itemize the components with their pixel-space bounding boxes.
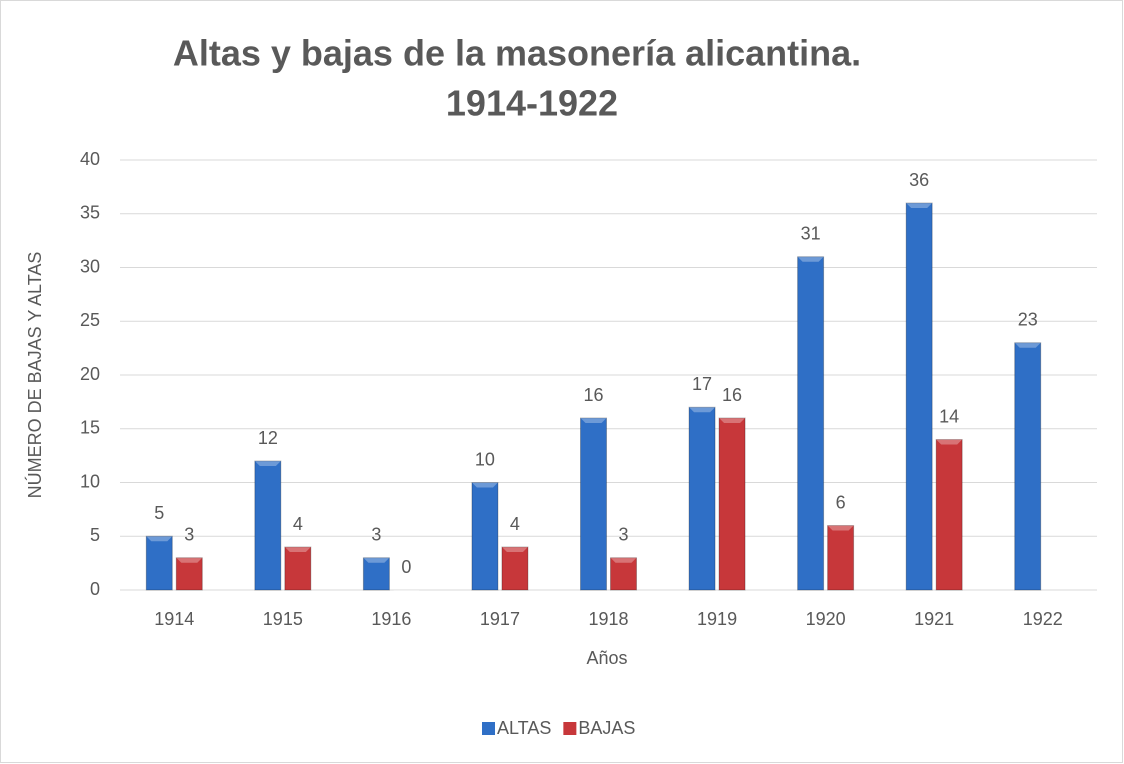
- legend-label: ALTAS: [497, 718, 551, 738]
- x-tick-label: 1922: [1023, 609, 1063, 629]
- bar-bevel: [176, 557, 203, 563]
- data-label: 3: [371, 525, 381, 545]
- x-tick-label: 1915: [263, 609, 303, 629]
- y-tick-label: 0: [90, 579, 100, 599]
- bar-bevel: [936, 439, 963, 445]
- bar-bevel: [284, 547, 311, 552]
- y-tick-label: 15: [80, 418, 100, 438]
- bar: [501, 546, 529, 591]
- y-tick-label: 25: [80, 310, 100, 330]
- x-axis-label: Años: [586, 648, 627, 668]
- x-tick-label: 1914: [154, 609, 194, 629]
- bar: [254, 460, 282, 591]
- x-tick-label: 1916: [371, 609, 411, 629]
- data-label: 23: [1018, 310, 1038, 330]
- data-label: 0: [401, 557, 411, 577]
- bar-bevel: [827, 525, 854, 531]
- data-label: 17: [692, 374, 712, 394]
- bar-bevel: [393, 590, 420, 595]
- bar-bevel: [689, 407, 716, 413]
- data-label: 10: [475, 449, 495, 469]
- bar-bevel: [363, 557, 390, 563]
- x-tick-label: 1919: [697, 609, 737, 629]
- bar-bevel: [254, 461, 281, 466]
- bar-bevel: [610, 557, 637, 563]
- bar: [718, 417, 746, 591]
- data-label: 4: [293, 514, 303, 534]
- y-tick-label: 5: [90, 525, 100, 545]
- bar: [145, 535, 173, 591]
- data-label: 36: [909, 170, 929, 190]
- bar-bevel: [146, 536, 173, 542]
- data-label: 4: [510, 514, 520, 534]
- y-tick-label: 30: [80, 256, 100, 276]
- x-tick-label: 1920: [806, 609, 846, 629]
- y-tick-label: 40: [80, 149, 100, 169]
- data-label: 5: [154, 503, 164, 523]
- x-tick-label: 1917: [480, 609, 520, 629]
- bar: [905, 202, 933, 591]
- bar-bevel: [471, 482, 498, 488]
- bar: [688, 406, 716, 591]
- bar-bevel: [719, 418, 746, 423]
- bar-bevel: [580, 418, 607, 423]
- data-label: 31: [801, 224, 821, 244]
- data-label: 6: [836, 492, 846, 512]
- legend-label: BAJAS: [578, 718, 635, 738]
- bar-bevel: [906, 203, 933, 208]
- bar: [610, 557, 637, 591]
- legend-swatch: [482, 722, 495, 735]
- bar: [827, 525, 855, 591]
- bar: [284, 546, 312, 591]
- bar: [797, 256, 825, 591]
- data-label: 12: [258, 428, 278, 448]
- data-label: 14: [939, 406, 959, 426]
- data-label: 16: [722, 385, 742, 405]
- bar: [935, 439, 963, 591]
- y-tick-label: 10: [80, 471, 100, 491]
- x-tick-label: 1918: [588, 609, 628, 629]
- x-tick-label: 1921: [914, 609, 954, 629]
- bar-bevel: [797, 256, 824, 262]
- bar-bevel: [1014, 342, 1041, 348]
- legend-swatch: [563, 722, 577, 735]
- bar: [471, 482, 499, 591]
- y-tick-label: 20: [80, 364, 100, 384]
- data-label: 16: [583, 385, 603, 405]
- bar: [1014, 342, 1042, 591]
- data-label: 3: [184, 525, 194, 545]
- chart-title: Altas y bajas de la masonería alicantina…: [173, 33, 861, 74]
- y-axis-label: NÚMERO DE BAJAS Y ALTAS: [24, 252, 45, 499]
- data-label: 3: [618, 525, 628, 545]
- bar: [175, 557, 203, 591]
- bar: [362, 557, 390, 591]
- bar: [580, 417, 607, 591]
- y-tick-label: 35: [80, 203, 100, 223]
- bar-bevel: [501, 547, 528, 552]
- chart-title: 1914-1922: [446, 83, 618, 124]
